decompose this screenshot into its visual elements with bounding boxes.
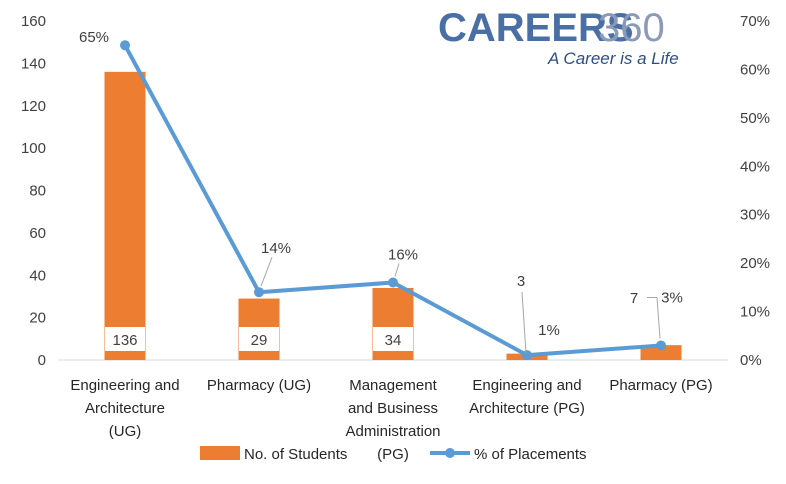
category-label-line: Pharmacy (UG) [207,377,311,394]
y-left-tick-label: 20 [29,310,46,327]
category-label: Engineering and Architecture (PG) [469,377,585,417]
category-label: Pharmacy (PG) [609,377,712,394]
legend: No. of Students % of Placements [200,446,587,463]
y-right-tick-label: 50% [740,110,770,127]
bar-label-box [105,327,145,351]
logo-tagline: A Career is a Life [547,49,679,68]
category-label-line: Management [349,377,437,394]
category-label: Engineering and Architecture (UG) [70,377,179,440]
legend-swatch-bar [200,446,240,460]
line-data-label: 3% [661,289,683,306]
line-data-label: 14% [261,240,291,257]
label-leader-line [521,291,527,354]
y-left-tick-label: 80 [29,183,46,200]
bar-series [104,71,682,360]
logo-number-text: 360 [598,6,665,50]
label-leader-line [394,263,400,277]
y-right-tick-label: 30% [740,207,770,224]
category-label-line: Administration [345,423,440,440]
bar-label-box [373,327,413,351]
category-label: Pharmacy (UG) [207,377,311,394]
category-label-line: Pharmacy (PG) [609,377,712,394]
line-data-label: 65% [79,29,109,46]
y-right-tick-label: 10% [740,304,770,321]
category-label-line: (UG) [109,423,142,440]
category-label-line: and Business [348,400,438,417]
category-label-line: Architecture (PG) [469,400,585,417]
data-labels: 136 29 34 3 7 65% 14% 16% 1% 3% [79,29,683,354]
y-right-tick-label: 20% [740,255,770,272]
line-data-label: 1% [538,322,560,339]
y-left-tick-label: 140 [21,55,46,72]
line-point [254,287,264,298]
legend-label-bar: No. of Students [244,446,347,463]
line-point [656,340,666,351]
legend-marker-line [445,448,455,458]
category-label-line: Architecture [85,400,165,417]
y-left-tick-label: 40 [29,267,46,284]
bar-data-label: 34 [385,332,402,349]
bar [104,71,146,360]
label-leader-line [260,257,273,287]
category-label: Management and Business Administration (PG) [345,377,440,463]
line-point [120,40,130,51]
line-series [120,40,666,361]
y-right-tick-label: 60% [740,61,770,78]
line-point [522,350,532,361]
category-label-line: Engineering and [472,377,581,394]
logo-main-text: CAREERS [438,6,634,50]
bar-data-label: 3 [517,273,525,290]
line-point [388,277,398,288]
category-label-line: Engineering and [70,377,179,394]
bar-data-label: 136 [112,332,137,349]
y-right-tick-label: 0% [740,352,762,369]
line-data-label: 16% [388,247,418,264]
y-left-tick-label: 60 [29,225,46,242]
careers360-logo: CAREERS 360 A Career is a Life [438,6,679,68]
category-labels: Engineering and Architecture (UG) Pharmacy … [70,377,712,463]
bar-data-label: 29 [251,332,268,349]
y-left-tick-label: 100 [21,140,46,157]
bar-data-label: 7 [630,290,638,307]
category-label-line: (PG) [377,446,409,463]
y-right-tick-label: 70% [740,13,770,30]
y-left-tick-label: 0 [38,352,46,369]
label-leader-line [647,296,661,339]
bar [640,345,682,360]
y-right-tick-label: 40% [740,158,770,175]
y-left-tick-label: 120 [21,98,46,115]
bar-label-box [239,327,279,351]
y-left-tick-label: 160 [21,13,46,30]
legend-label-line: % of Placements [474,446,587,463]
